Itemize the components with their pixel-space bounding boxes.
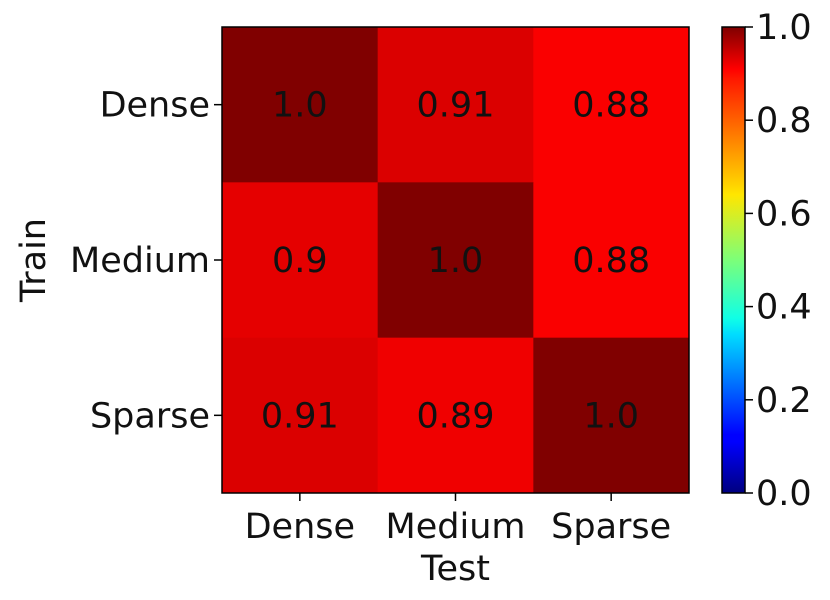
- x-axis-label: Test: [420, 549, 490, 589]
- cell-value-label: 1.0: [583, 396, 639, 436]
- heatmap-cell: [377, 337, 534, 494]
- heatmap-plot-area: 1.0 0.91 0.88 0.9 1.0 0.88 0.91 0.89 1.0: [222, 27, 690, 494]
- cell-value-label: 1.0: [428, 241, 484, 281]
- heatmap-cell: [222, 182, 379, 339]
- y-tick-label: Medium: [70, 241, 210, 281]
- colorbar-tick-label: 0.4: [756, 288, 812, 328]
- cell-value-label: 0.91: [261, 396, 339, 436]
- cell-value-label: 1.0: [272, 86, 328, 126]
- colorbar-tick-label: 0.0: [756, 474, 812, 514]
- cell-value-label: 0.89: [417, 396, 495, 436]
- heatmap-cell: [377, 27, 534, 183]
- x-tick-label: Medium: [386, 507, 526, 547]
- x-tick-label: Dense: [245, 507, 355, 547]
- colorbar-tick-label: 0.2: [756, 381, 812, 421]
- y-tick-label: Dense: [100, 86, 210, 126]
- heatmap-cell: [533, 337, 690, 494]
- cell-value-label: 0.91: [417, 86, 495, 126]
- colorbar-gradient: [722, 27, 745, 493]
- y-axis-label: Train: [14, 218, 54, 303]
- heatmap-cell: [222, 27, 379, 183]
- colorbar: 0.0 0.2 0.4 0.6 0.8 1.0: [721, 8, 812, 514]
- heatmap-cell: [222, 337, 379, 494]
- colorbar-tick-label: 0.6: [756, 194, 812, 234]
- heatmap-cell: [533, 27, 690, 183]
- cell-value-label: 0.88: [572, 86, 650, 126]
- heatmap-cell: [533, 182, 690, 339]
- colorbar-tick-label: 0.8: [756, 101, 812, 141]
- colorbar-frame: [721, 26, 746, 494]
- heatmap-cell: [377, 182, 534, 339]
- cell-value-label: 0.9: [272, 241, 328, 281]
- y-tick-label: Sparse: [90, 396, 210, 436]
- cell-value-label: 0.88: [572, 241, 650, 281]
- x-tick-label: Sparse: [551, 507, 671, 547]
- heatmap-axes: Dense Medium Sparse Dense Medium Sparse Test Tr…: [14, 26, 690, 589]
- colorbar-tick-label: 1.0: [756, 8, 812, 48]
